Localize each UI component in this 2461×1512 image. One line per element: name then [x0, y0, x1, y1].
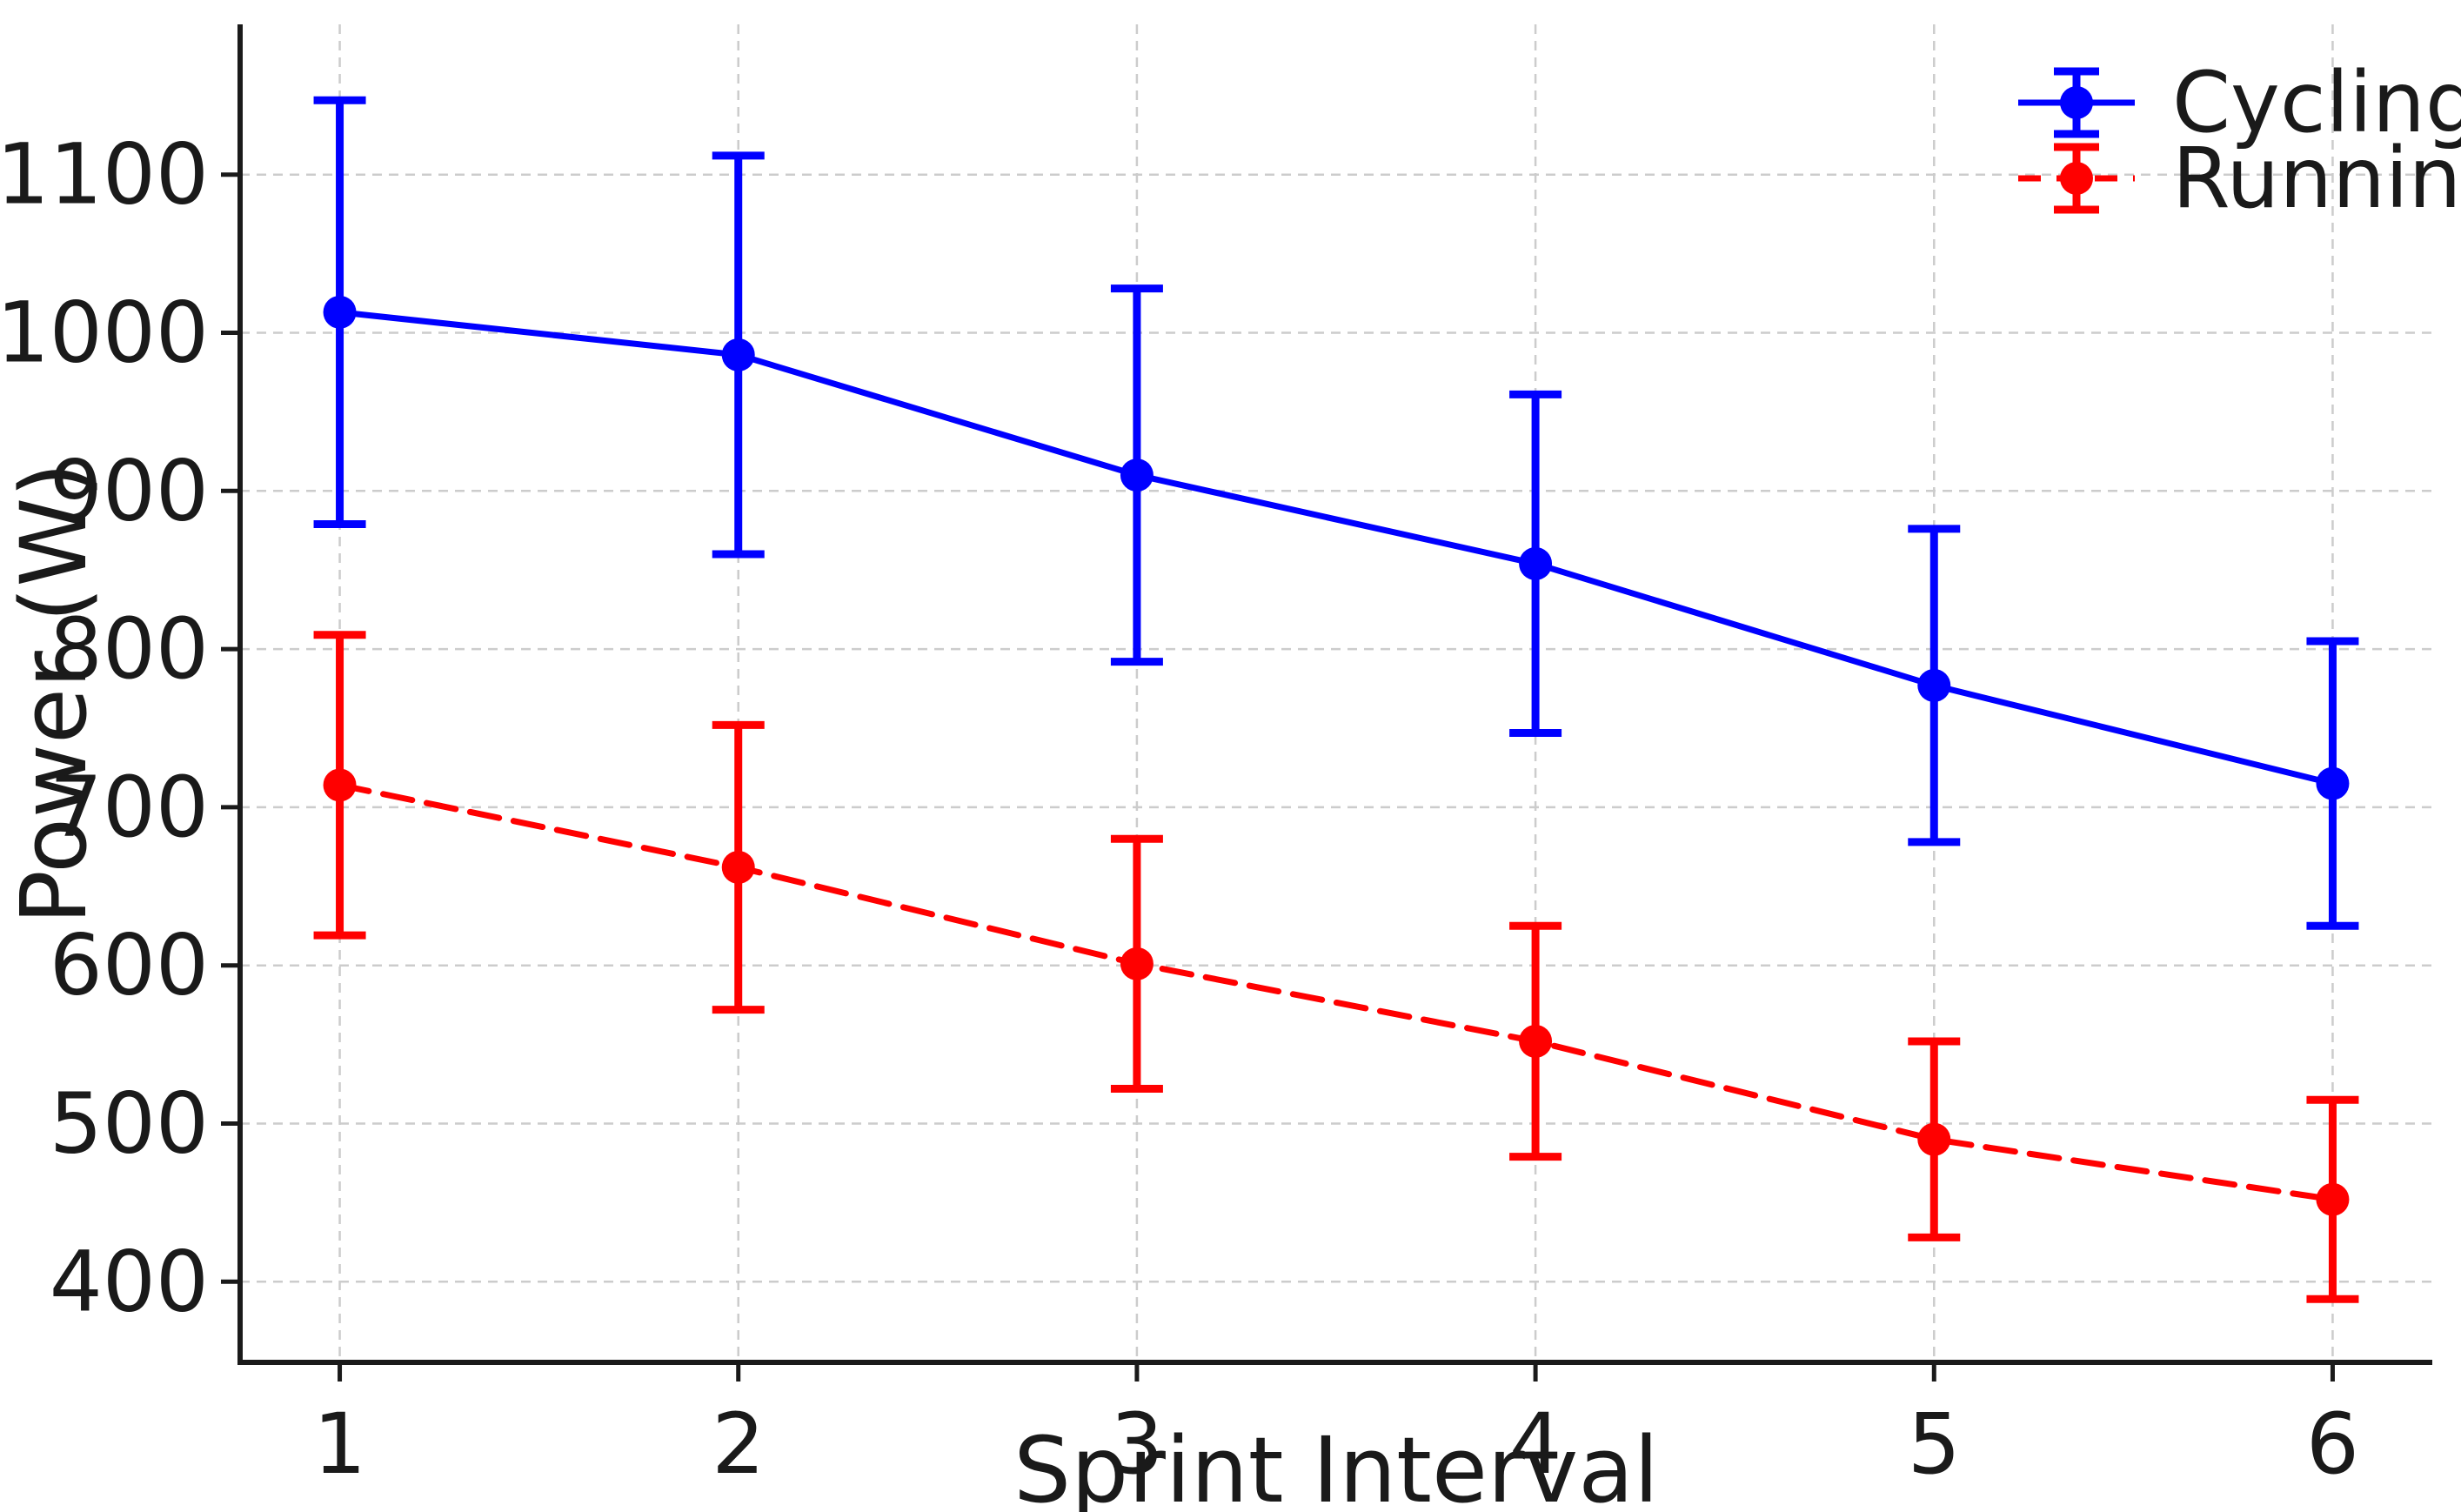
- y-tick-label-700: 700: [50, 759, 209, 856]
- x-tick-label-6: 6: [2306, 1395, 2359, 1493]
- spines: [237, 24, 2432, 1365]
- y-tick-label-800: 800: [50, 600, 209, 698]
- x-tick-label-5: 5: [1908, 1395, 1961, 1493]
- running-marker-1: [323, 768, 357, 802]
- x-tick-label-1: 1: [313, 1395, 366, 1493]
- y-tick-label-500: 500: [50, 1074, 209, 1172]
- running-line: [337, 781, 2336, 1203]
- y-tick-label-900: 900: [50, 442, 209, 539]
- y-tick-label-400: 400: [50, 1233, 209, 1330]
- running-marker-6: [2316, 1182, 2350, 1216]
- cycling-marker-2: [721, 338, 755, 371]
- y-tick-label-600: 600: [50, 917, 209, 1014]
- y-tick-label-1100: 1100: [0, 126, 209, 224]
- legend-entry-running: Running: [2018, 130, 2461, 227]
- x-tick-label-2: 2: [712, 1395, 765, 1493]
- legend-entry-cycling: Cycling: [2018, 54, 2461, 151]
- cycling-legend-marker: [2060, 86, 2093, 119]
- axis-ticks: 400 500 600 700 800 900 1000 1100 1 2 3 4 5 6: [0, 126, 2359, 1493]
- running-marker-5: [1917, 1122, 1951, 1156]
- legend-label-running: Running: [2172, 130, 2461, 227]
- legend-label-cycling: Cycling: [2172, 54, 2461, 151]
- x-tick-label-3: 3: [1110, 1395, 1163, 1493]
- running-marker-4: [1519, 1024, 1553, 1058]
- y-axis-label: Power (W): [1, 462, 107, 924]
- y-tick-label-1000: 1000: [0, 284, 209, 382]
- running-marker-2: [721, 850, 755, 884]
- running-marker-3: [1120, 947, 1154, 980]
- series-cycling: [313, 96, 2359, 930]
- cycling-marker-1: [323, 295, 357, 329]
- cycling-line: [337, 309, 2336, 787]
- cycling-marker-6: [2316, 766, 2350, 800]
- gridlines: [240, 24, 2432, 1362]
- x-tick-label-4: 4: [1509, 1395, 1562, 1493]
- cycling-marker-5: [1917, 668, 1951, 702]
- series-running: [313, 631, 2359, 1303]
- legend: CyclingRunning: [2018, 54, 2461, 227]
- running-legend-marker: [2060, 162, 2093, 195]
- cycling-marker-3: [1120, 458, 1154, 492]
- x-axis-label: Sprint Interval: [1013, 1417, 1659, 1512]
- cycling-marker-4: [1519, 546, 1553, 580]
